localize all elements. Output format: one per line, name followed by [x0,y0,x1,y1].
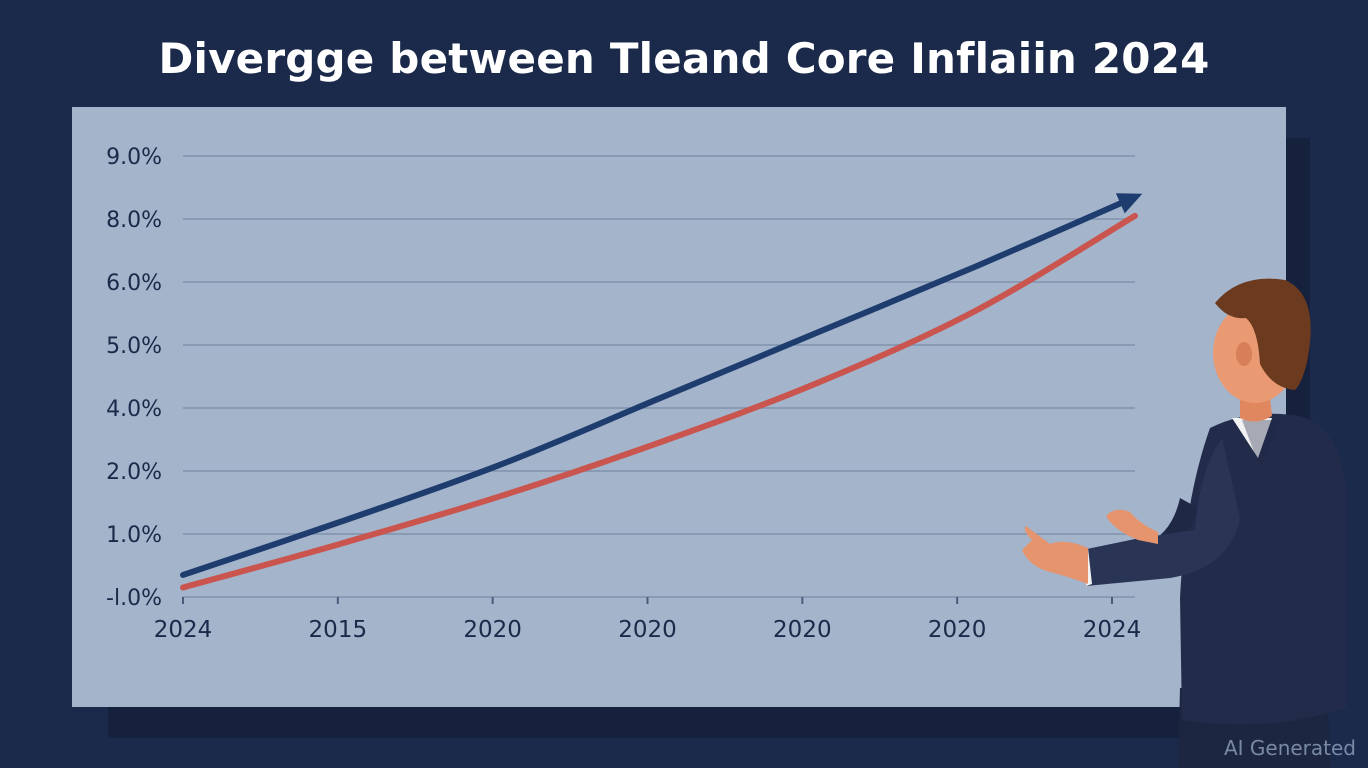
y-tick-label: 5.0% [106,334,162,359]
y-tick-label: 6.0% [106,271,162,296]
blue-line [180,193,1138,578]
x-axis-ticks: 2024 2015 2020 2020 2020 2020 2024 [154,597,1142,643]
grid-lines [183,155,1135,598]
presenter-illustration [1022,278,1346,768]
y-tick-label: 9.0% [106,145,162,170]
chart-title: Divergge between Tleand Core Inflaiin 20… [158,34,1210,83]
x-tick-label: 2020 [928,617,987,643]
y-tick-label: 1.0% [106,523,162,548]
x-tick-label: 2020 [773,617,832,643]
y-tick-label: -l.0% [106,586,162,611]
x-tick-label: 2015 [309,617,368,643]
red-line [180,212,1138,591]
blue-line-arrowhead [1115,193,1143,214]
x-tick-label: 2020 [618,617,677,643]
chart-board [72,107,1286,707]
y-axis-ticks: -l.0% 1.0% 2.0% 4.0% 5.0% 6.0% 8.0% 9.0% [106,145,162,611]
watermark-text: AI Generated [1223,736,1356,760]
x-tick-label: 2024 [1083,617,1142,643]
y-tick-label: 8.0% [106,208,162,233]
series-lines [180,193,1143,591]
y-tick-label: 2.0% [106,460,162,485]
y-tick-label: 4.0% [106,397,162,422]
x-tick-label: 2020 [463,617,522,643]
x-tick-label: 2024 [154,617,213,643]
